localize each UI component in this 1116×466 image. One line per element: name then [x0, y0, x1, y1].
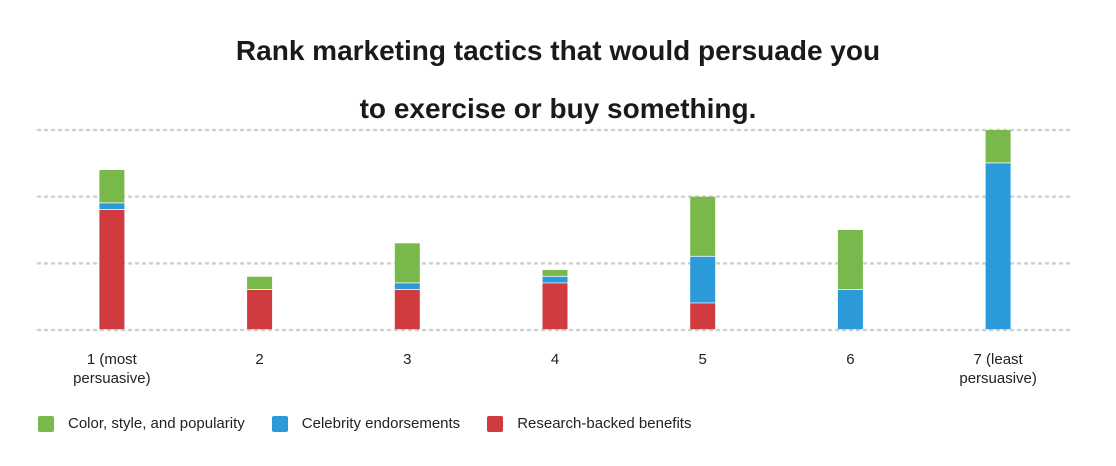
legend-label: Research-backed benefits: [517, 415, 692, 432]
legend-item: Color, style, and popularity: [38, 415, 245, 432]
x-tick-label-line: 4: [550, 351, 560, 368]
bar-segment: [247, 276, 273, 290]
bar-segment: [690, 196, 716, 256]
bar-segment: [394, 243, 420, 283]
x-tick-label-line: persuasive): [959, 370, 1037, 387]
bar-segment: [985, 130, 1011, 163]
x-tick-label-line: 7 (least: [973, 351, 1023, 368]
bar-segment: [542, 276, 568, 283]
legend-swatch: [271, 415, 288, 432]
x-tick-label-line: 6: [846, 351, 855, 368]
x-tick-label: 2: [190, 350, 330, 369]
bar-segment: [394, 283, 420, 290]
x-tick-label: 1 (most persuasive): [42, 350, 182, 388]
bar-segment: [99, 210, 125, 330]
x-tick-label: 6: [780, 350, 920, 369]
x-tick-label-line: 5: [698, 351, 707, 368]
bar-segment: [837, 230, 863, 290]
legend-label: Celebrity endorsements: [301, 415, 461, 432]
x-tick-label: 7 (least persuasive): [928, 350, 1068, 388]
bar-segment: [394, 290, 420, 330]
bar-segment: [690, 303, 716, 330]
x-tick-label-line: 3: [403, 351, 412, 368]
legend-swatch: [487, 415, 504, 432]
bar-segment: [99, 203, 125, 210]
bar-segment: [542, 283, 568, 330]
chart-legend: Color, style, and popularity Celebrity en…: [38, 415, 718, 432]
bar-segment: [542, 270, 568, 276]
x-tick-label-line: persuasive): [73, 370, 151, 387]
chart-title-line-1: Rank marketing tactics that would persua…: [235, 35, 881, 66]
legend-swatch: [38, 415, 54, 432]
chart-title: Rank marketing tactics that would persua…: [0, 22, 1116, 138]
bar-segment: [99, 170, 125, 203]
bar-segment: [985, 163, 1011, 330]
bar-segment: [837, 290, 863, 330]
x-tick-label: 3: [337, 350, 477, 369]
bar-segment: [247, 290, 273, 330]
x-tick-label: 5: [633, 350, 773, 369]
legend-label: Color, style, and popularity: [68, 415, 245, 432]
x-tick-label: 4: [485, 350, 625, 369]
bar-segment: [690, 256, 716, 303]
legend-item: Research-backed benefits: [487, 415, 691, 432]
x-tick-label-line: 2: [255, 351, 264, 368]
chart-title-line-2: to exercise or buy something.: [359, 93, 757, 124]
legend-item: Celebrity endorsements: [271, 415, 461, 432]
x-tick-label-line: 1 (most: [86, 351, 137, 368]
